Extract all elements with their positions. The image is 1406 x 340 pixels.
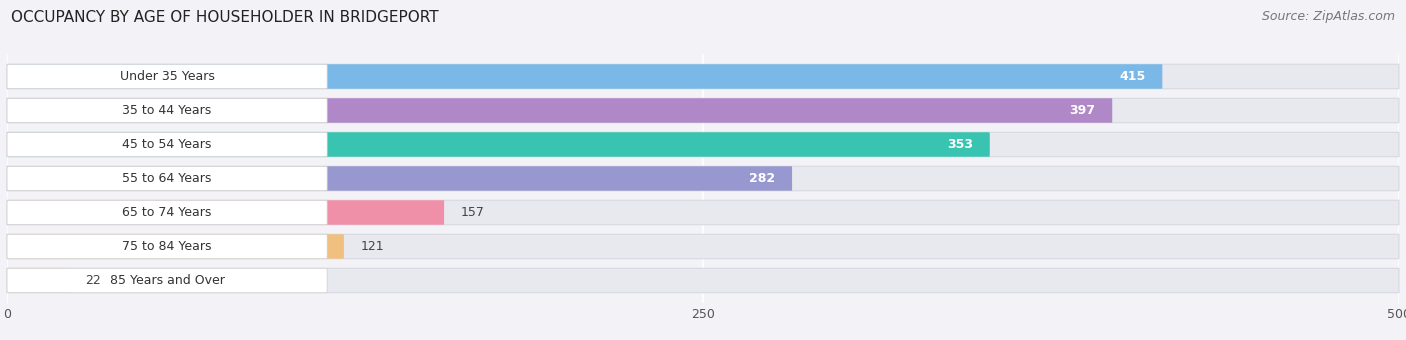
FancyBboxPatch shape [7,268,69,293]
FancyBboxPatch shape [7,64,1163,89]
Text: 85 Years and Over: 85 Years and Over [110,274,225,287]
Text: 22: 22 [84,274,101,287]
FancyBboxPatch shape [7,234,1399,259]
FancyBboxPatch shape [7,200,328,225]
FancyBboxPatch shape [7,268,1399,293]
FancyBboxPatch shape [7,98,1399,123]
FancyBboxPatch shape [7,200,444,225]
FancyBboxPatch shape [7,98,328,123]
FancyBboxPatch shape [7,200,1399,225]
Text: 157: 157 [461,206,485,219]
FancyBboxPatch shape [7,98,1112,123]
FancyBboxPatch shape [7,166,792,191]
Text: 282: 282 [749,172,775,185]
Text: 415: 415 [1119,70,1146,83]
Text: 35 to 44 Years: 35 to 44 Years [122,104,212,117]
FancyBboxPatch shape [7,234,344,259]
Text: 65 to 74 Years: 65 to 74 Years [122,206,212,219]
Text: 353: 353 [948,138,973,151]
Text: 75 to 84 Years: 75 to 84 Years [122,240,212,253]
FancyBboxPatch shape [7,132,328,157]
FancyBboxPatch shape [7,132,1399,157]
FancyBboxPatch shape [7,64,328,89]
FancyBboxPatch shape [7,166,328,191]
FancyBboxPatch shape [7,132,990,157]
Text: 397: 397 [1070,104,1095,117]
FancyBboxPatch shape [7,166,1399,191]
Text: 45 to 54 Years: 45 to 54 Years [122,138,212,151]
Text: OCCUPANCY BY AGE OF HOUSEHOLDER IN BRIDGEPORT: OCCUPANCY BY AGE OF HOUSEHOLDER IN BRIDG… [11,10,439,25]
Text: Under 35 Years: Under 35 Years [120,70,215,83]
Text: Source: ZipAtlas.com: Source: ZipAtlas.com [1261,10,1395,23]
FancyBboxPatch shape [7,234,328,259]
FancyBboxPatch shape [7,64,1399,89]
FancyBboxPatch shape [7,268,328,293]
Text: 55 to 64 Years: 55 to 64 Years [122,172,212,185]
Text: 121: 121 [360,240,384,253]
